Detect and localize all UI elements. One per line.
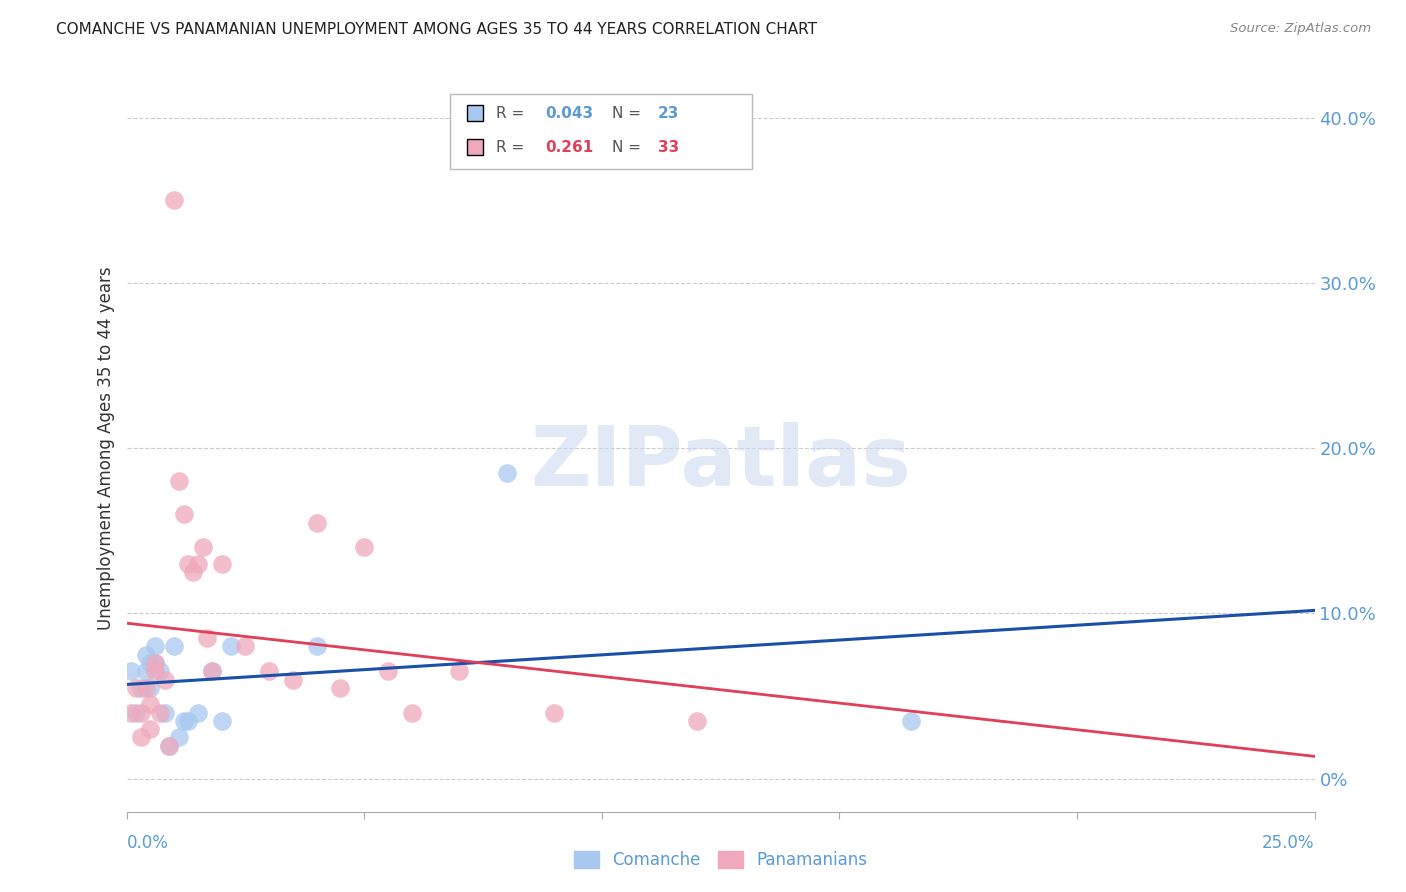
Text: 23: 23: [658, 106, 679, 120]
Point: [401, 706, 423, 720]
Point: [543, 706, 565, 720]
Point: [181, 565, 204, 579]
Text: R =: R =: [496, 106, 524, 120]
Point: [211, 714, 233, 728]
Point: [153, 706, 176, 720]
Point: [201, 665, 224, 679]
Point: [149, 665, 172, 679]
Point: [686, 714, 709, 728]
Point: [135, 665, 157, 679]
Point: [900, 714, 922, 728]
Point: [153, 673, 176, 687]
Point: [377, 665, 399, 679]
Point: [163, 194, 186, 208]
Point: [201, 665, 224, 679]
Point: [135, 681, 157, 695]
Point: [139, 722, 162, 736]
Text: COMANCHE VS PANAMANIAN UNEMPLOYMENT AMONG AGES 35 TO 44 YEARS CORRELATION CHART: COMANCHE VS PANAMANIAN UNEMPLOYMENT AMON…: [56, 22, 817, 37]
Point: [129, 706, 152, 720]
Text: 0.043: 0.043: [546, 106, 593, 120]
Point: [167, 731, 190, 745]
Point: [195, 632, 218, 646]
Point: [219, 640, 242, 654]
Text: 0.261: 0.261: [546, 140, 593, 154]
Point: [281, 673, 304, 687]
Point: [157, 739, 180, 753]
Point: [167, 475, 190, 489]
Point: [149, 706, 172, 720]
Text: 33: 33: [658, 140, 679, 154]
Point: [125, 681, 148, 695]
Point: [173, 508, 195, 522]
Point: [173, 714, 195, 728]
Text: N =: N =: [612, 140, 641, 154]
Point: [191, 541, 214, 555]
Point: [120, 665, 142, 679]
Text: 0.0%: 0.0%: [127, 834, 169, 852]
Point: [139, 698, 162, 712]
Point: [129, 681, 152, 695]
Text: ZIPatlas: ZIPatlas: [530, 422, 911, 503]
Point: [135, 648, 157, 662]
Point: [143, 640, 166, 654]
Point: [353, 541, 375, 555]
Point: [120, 706, 142, 720]
Point: [495, 466, 517, 480]
Point: [129, 731, 152, 745]
Point: [177, 557, 200, 571]
Point: [143, 656, 166, 670]
Point: [257, 665, 280, 679]
Point: [187, 706, 209, 720]
Text: Source: ZipAtlas.com: Source: ZipAtlas.com: [1230, 22, 1371, 36]
Point: [143, 656, 166, 670]
Point: [157, 739, 180, 753]
Point: [233, 640, 256, 654]
Point: [305, 640, 328, 654]
Text: R =: R =: [496, 140, 524, 154]
Point: [329, 681, 352, 695]
Point: [211, 557, 233, 571]
Y-axis label: Unemployment Among Ages 35 to 44 years: Unemployment Among Ages 35 to 44 years: [97, 267, 115, 630]
Point: [187, 557, 209, 571]
Point: [305, 516, 328, 530]
Point: [139, 656, 162, 670]
Point: [163, 640, 186, 654]
Point: [449, 665, 471, 679]
Text: 25.0%: 25.0%: [1263, 834, 1315, 852]
Point: [143, 665, 166, 679]
Point: [125, 706, 148, 720]
Point: [177, 714, 200, 728]
Legend: Comanche, Panamanians: Comanche, Panamanians: [568, 845, 873, 876]
Point: [139, 681, 162, 695]
Text: N =: N =: [612, 106, 641, 120]
